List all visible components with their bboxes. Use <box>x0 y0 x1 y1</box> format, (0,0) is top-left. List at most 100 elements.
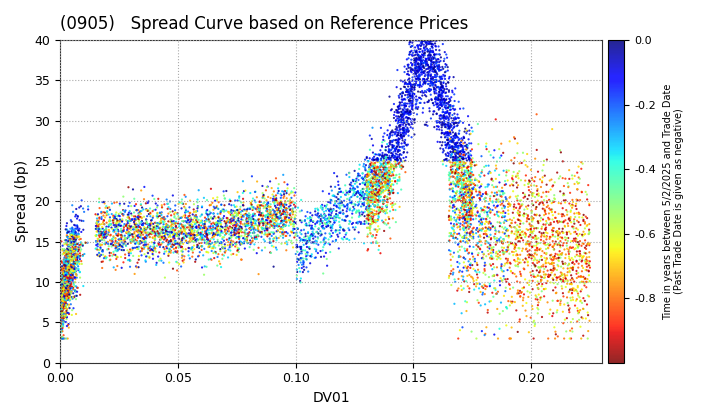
Point <box>529 194 541 200</box>
Point <box>63 293 74 299</box>
Point <box>348 186 360 193</box>
Point <box>444 217 455 223</box>
Point <box>394 144 405 150</box>
Point <box>408 37 419 44</box>
Point <box>500 278 512 285</box>
Point <box>233 246 244 252</box>
Point <box>71 311 82 318</box>
Point <box>549 196 561 202</box>
Point <box>387 152 398 159</box>
Point <box>110 230 122 237</box>
Point <box>463 220 474 227</box>
Point <box>368 199 379 205</box>
Point <box>529 250 541 257</box>
Point <box>224 196 235 203</box>
Point <box>104 249 115 256</box>
Point <box>581 215 593 221</box>
Point <box>429 64 441 71</box>
Point <box>506 181 518 188</box>
Point <box>370 202 382 209</box>
Point <box>444 110 456 116</box>
Point <box>413 52 424 58</box>
Point <box>425 65 436 71</box>
Point <box>407 94 418 101</box>
Point <box>372 155 384 162</box>
Point <box>60 271 71 278</box>
Point <box>56 295 68 302</box>
Point <box>297 247 309 254</box>
Point <box>363 225 374 231</box>
Point <box>508 134 520 141</box>
Point <box>206 220 217 227</box>
Point <box>122 240 134 247</box>
Point <box>186 223 197 230</box>
Point <box>485 209 496 216</box>
Point <box>496 239 508 246</box>
Point <box>548 225 559 231</box>
Point <box>61 288 73 294</box>
Point <box>57 291 68 297</box>
Point <box>577 332 589 339</box>
Point <box>240 210 251 217</box>
Point <box>64 252 76 259</box>
Point <box>410 58 422 65</box>
Point <box>215 215 226 222</box>
Point <box>464 204 476 211</box>
Point <box>395 111 407 118</box>
Point <box>425 63 436 70</box>
Point <box>532 168 544 175</box>
Point <box>63 276 75 283</box>
Point <box>465 192 477 198</box>
Point <box>533 235 544 242</box>
Point <box>208 233 220 240</box>
Point <box>505 239 517 246</box>
Point <box>229 226 240 233</box>
Point <box>96 221 107 228</box>
Point <box>573 174 585 181</box>
Point <box>176 226 187 233</box>
Point <box>449 147 461 153</box>
Point <box>171 229 183 236</box>
Point <box>378 165 390 172</box>
Point <box>454 158 466 165</box>
Point <box>210 232 221 239</box>
Point <box>458 259 469 266</box>
Point <box>326 225 338 232</box>
Point <box>465 201 477 208</box>
Point <box>106 224 117 231</box>
Point <box>530 234 541 241</box>
Point <box>458 233 469 239</box>
Point <box>465 181 477 188</box>
Point <box>377 153 389 160</box>
Point <box>341 202 353 208</box>
Point <box>496 277 508 284</box>
Point <box>252 208 264 215</box>
Point <box>454 130 465 137</box>
Point <box>583 293 595 300</box>
Point <box>360 206 372 213</box>
Point <box>369 218 380 224</box>
Point <box>477 255 489 262</box>
Point <box>541 204 552 210</box>
Point <box>342 204 354 210</box>
Point <box>59 269 71 276</box>
Point <box>431 63 443 70</box>
Point <box>264 203 275 210</box>
Point <box>361 224 373 231</box>
Point <box>466 203 477 210</box>
Point <box>496 200 508 207</box>
Point <box>230 222 242 229</box>
Point <box>360 172 372 178</box>
Point <box>476 208 487 215</box>
Point <box>487 244 499 250</box>
Point <box>230 234 242 241</box>
Point <box>244 213 256 220</box>
Point <box>430 74 441 81</box>
Point <box>362 231 374 238</box>
Point <box>508 188 519 194</box>
Point <box>248 226 259 233</box>
Point <box>444 142 455 148</box>
Point <box>562 220 574 227</box>
Point <box>261 223 272 230</box>
Point <box>509 243 521 250</box>
